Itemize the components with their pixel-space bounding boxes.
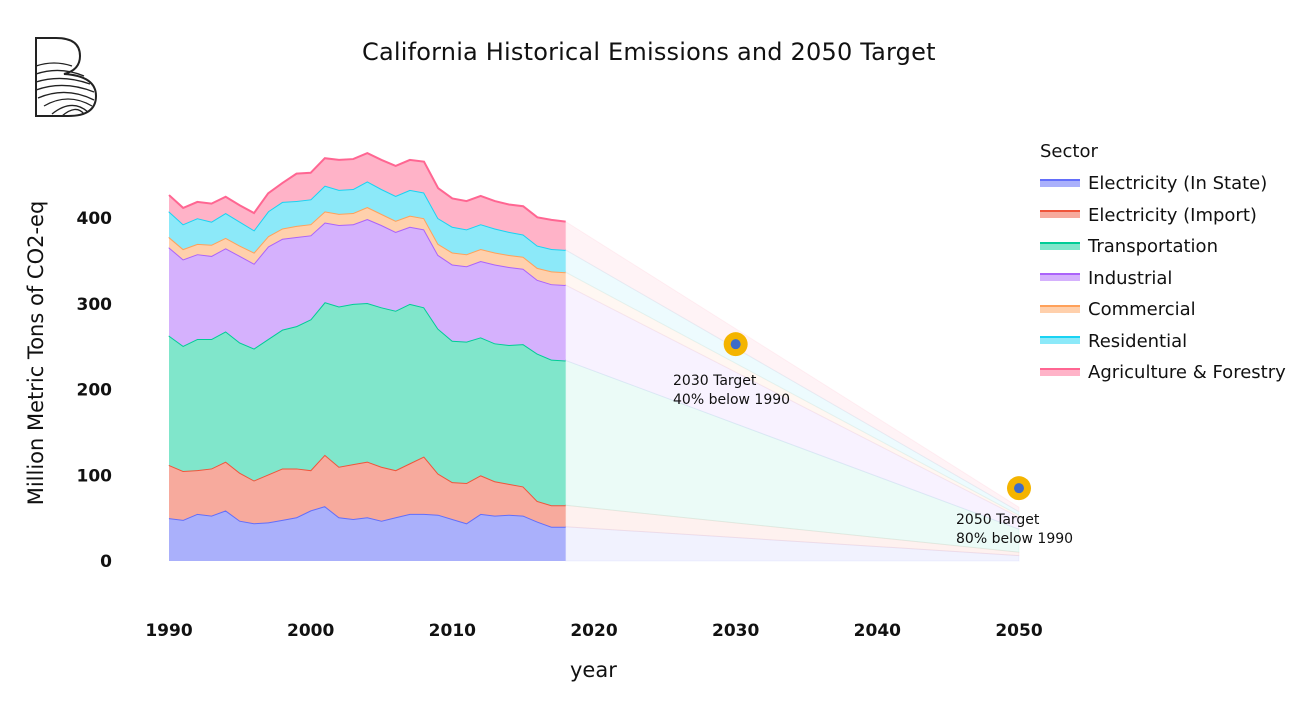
legend-label-3: Industrial bbox=[1088, 267, 1173, 289]
legend-swatch-0 bbox=[1040, 178, 1080, 187]
target-dot-2050 bbox=[1014, 483, 1024, 494]
legend-item-5[interactable]: Residential bbox=[1040, 326, 1286, 358]
legend-swatch-2 bbox=[1040, 241, 1080, 250]
target-2030-line1: 2030 Target bbox=[673, 373, 757, 389]
legend-label-1: Electricity (Import) bbox=[1088, 204, 1257, 226]
series-line-6 bbox=[168, 151, 566, 223]
y-axis-ticks: 0 100 200 300 400 bbox=[77, 209, 113, 572]
y-tick-200: 200 bbox=[77, 381, 113, 401]
projection-band-0 bbox=[565, 526, 1020, 562]
legend-swatch-1 bbox=[1040, 210, 1080, 219]
area-6 bbox=[169, 153, 566, 250]
target-2050-label: 2050 Target 80% below 1990 bbox=[956, 511, 1073, 549]
projection-band-5 bbox=[565, 249, 1020, 517]
legend-swatch-6 bbox=[1040, 367, 1080, 376]
x-tick-2050: 2050 bbox=[995, 621, 1042, 641]
legend-item-4[interactable]: Commercial bbox=[1040, 294, 1286, 326]
legend-label-5: Residential bbox=[1088, 330, 1188, 352]
target-2050-line2: 80% below 1990 bbox=[956, 531, 1074, 547]
target-markers bbox=[723, 332, 1031, 501]
y-axis-label: Million Metric Tons of CO2-eq bbox=[24, 200, 48, 506]
target-2050-line1: 2050 Target bbox=[956, 512, 1040, 528]
legend-swatch-3 bbox=[1040, 273, 1080, 282]
projection-band-6 bbox=[565, 220, 1020, 513]
legend-label-2: Transportation bbox=[1088, 236, 1218, 258]
logo-icon bbox=[34, 36, 100, 122]
legend-label-4: Commercial bbox=[1088, 299, 1196, 321]
legend-item-0[interactable]: Electricity (In State) bbox=[1040, 168, 1286, 200]
target-dot-2030 bbox=[730, 339, 741, 350]
x-tick-1990: 1990 bbox=[145, 621, 192, 641]
legend-title: Sector bbox=[1040, 141, 1098, 162]
legend-label-0: Electricity (In State) bbox=[1088, 173, 1268, 195]
area-2 bbox=[169, 302, 566, 506]
stacked-areas bbox=[168, 151, 566, 561]
legend-label-6: Agriculture & Forestry bbox=[1088, 362, 1286, 384]
y-tick-0: 0 bbox=[100, 552, 112, 572]
legend-item-1[interactable]: Electricity (Import) bbox=[1040, 200, 1286, 232]
legend-swatch-4 bbox=[1040, 304, 1080, 313]
area-1 bbox=[169, 454, 566, 527]
area-0 bbox=[169, 506, 566, 561]
x-tick-2000: 2000 bbox=[287, 621, 334, 641]
legend-item-2[interactable]: Transportation bbox=[1040, 231, 1286, 263]
legend: Sector Electricity (In State) Electricity… bbox=[1040, 141, 1286, 389]
projection-band-3 bbox=[565, 284, 1020, 530]
projection-band-2 bbox=[565, 359, 1020, 553]
x-tick-2010: 2010 bbox=[429, 621, 476, 641]
projection-band-4 bbox=[565, 271, 1020, 519]
projection-bands bbox=[565, 220, 1020, 562]
y-tick-100: 100 bbox=[77, 466, 113, 486]
legend-item-6[interactable]: Agriculture & Forestry bbox=[1040, 357, 1286, 389]
target-2030-line2: 40% below 1990 bbox=[673, 392, 791, 408]
legend-swatch-5 bbox=[1040, 336, 1080, 345]
area-4 bbox=[169, 207, 566, 286]
y-tick-300: 300 bbox=[77, 295, 113, 315]
target-2030-label: 2030 Target 40% below 1990 bbox=[673, 372, 790, 410]
chart-title: California Historical Emissions and 2050… bbox=[362, 38, 936, 66]
x-tick-2020: 2020 bbox=[570, 621, 617, 641]
legend-item-3[interactable]: Industrial bbox=[1040, 263, 1286, 295]
x-tick-2040: 2040 bbox=[854, 621, 901, 641]
x-tick-2030: 2030 bbox=[712, 621, 759, 641]
area-5 bbox=[169, 181, 566, 273]
projection-band-1 bbox=[565, 504, 1020, 557]
x-axis-ticks: 1990 2000 2010 2020 2030 2040 2050 bbox=[145, 621, 1042, 641]
area-3 bbox=[169, 219, 566, 361]
y-tick-400: 400 bbox=[77, 209, 113, 229]
x-axis-label: year bbox=[570, 658, 617, 682]
